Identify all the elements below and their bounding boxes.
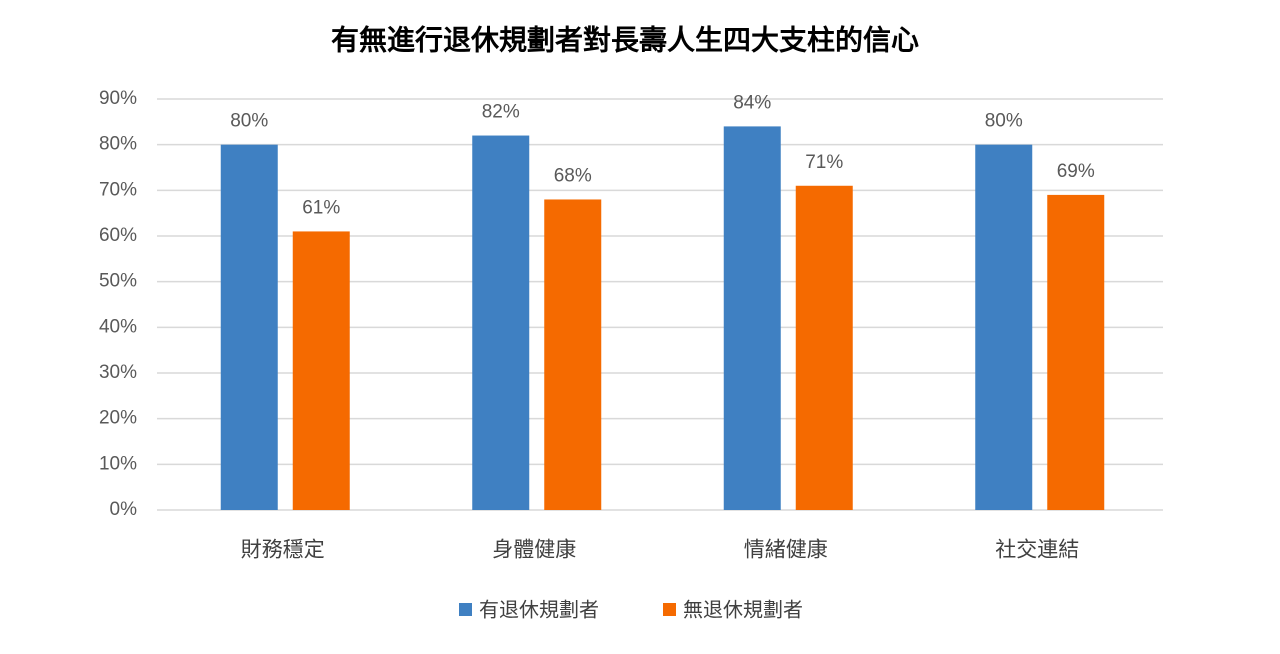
- chart-title: 有無進行退休規劃者對長壽人生四大支柱的信心: [331, 23, 919, 55]
- y-tick-label: 50%: [99, 271, 137, 292]
- legend-swatch: [459, 603, 472, 616]
- bar: [723, 126, 781, 511]
- y-tick-label: 40%: [99, 316, 137, 337]
- bar: [1047, 194, 1105, 510]
- value-label: 71%: [805, 152, 843, 173]
- value-label: 69%: [1057, 161, 1095, 182]
- legend-label: 無退休規劃者: [683, 598, 803, 621]
- y-tick-label: 70%: [99, 179, 137, 200]
- bar: [220, 144, 278, 510]
- value-label: 61%: [302, 197, 340, 218]
- y-tick-label: 80%: [99, 134, 137, 155]
- value-label: 80%: [985, 111, 1023, 132]
- bar: [975, 144, 1033, 510]
- x-tick-label: 社交連結: [995, 539, 1079, 562]
- y-tick-label: 60%: [99, 225, 137, 246]
- value-label: 84%: [733, 92, 771, 113]
- y-tick-label: 0%: [110, 499, 138, 520]
- y-tick-label: 20%: [99, 408, 137, 429]
- x-tick-label: 身體健康: [492, 539, 576, 562]
- y-tick-label: 30%: [99, 362, 137, 383]
- x-tick-label: 情緒健康: [744, 539, 828, 562]
- bar: [544, 199, 602, 510]
- y-tick-label: 10%: [99, 453, 137, 474]
- value-label: 82%: [482, 102, 520, 123]
- x-tick-label: 財務穩定: [241, 539, 325, 562]
- legend-swatch: [663, 603, 676, 616]
- value-label: 68%: [554, 165, 592, 186]
- bar: [292, 231, 350, 510]
- legend-label: 有退休規劃者: [479, 598, 599, 621]
- bar: [795, 185, 853, 510]
- y-tick-label: 90%: [99, 88, 137, 109]
- value-label: 80%: [230, 111, 268, 132]
- bar: [472, 135, 530, 511]
